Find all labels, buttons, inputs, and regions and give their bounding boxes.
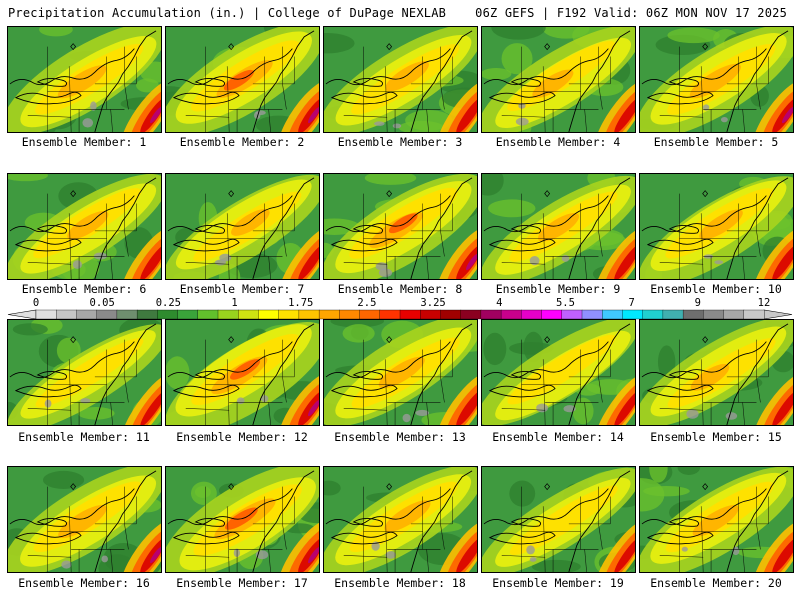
ensemble-member-label: Ensemble Member: 14 (492, 430, 624, 444)
colorbar-swatch (217, 309, 239, 320)
ensemble-member-map (7, 26, 162, 133)
colorbar-swatch (521, 309, 543, 320)
colorbar-tick-label: 0 (32, 297, 40, 309)
colorbar-swatch (197, 309, 219, 320)
ensemble-member-map (639, 319, 794, 426)
ensemble-member-label: Ensemble Member: 5 (653, 135, 779, 149)
ensemble-member-label: Ensemble Member: 3 (337, 135, 463, 149)
colorbar-swatch (339, 309, 361, 320)
ensemble-member-label: Ensemble Member: 15 (650, 430, 782, 444)
colorbar-swatch (298, 309, 320, 320)
ensemble-member-label: Ensemble Member: 11 (18, 430, 150, 444)
colorbar-swatch (460, 309, 482, 320)
ensemble-member-label: Ensemble Member: 8 (337, 282, 463, 296)
colorbar-swatch (177, 309, 199, 320)
colorbar-tick-label: 2.5 (357, 297, 377, 309)
ensemble-member-map (165, 26, 320, 133)
colorbar-tick-label: 3.25 (420, 297, 446, 309)
ensemble-member-map (323, 466, 478, 573)
ensemble-member-map (7, 173, 162, 280)
colorbar-tick-label: 12 (757, 297, 771, 309)
colorbar-swatch (318, 309, 340, 320)
ensemble-member-label: Ensemble Member: 17 (176, 576, 308, 590)
ensemble-member-label: Ensemble Member: 13 (334, 430, 466, 444)
colorbar-swatch (278, 309, 300, 320)
ensemble-member-label: Ensemble Member: 1 (21, 135, 147, 149)
colorbar-swatch (136, 309, 158, 320)
ensemble-member-map (639, 466, 794, 573)
colorbar-swatch (602, 309, 623, 320)
colorbar-swatch (96, 309, 118, 320)
colorbar-swatch (238, 309, 259, 320)
colorbar-swatch (258, 309, 280, 320)
colorbar-swatch (622, 309, 644, 320)
chart-title: Precipitation Accumulation (in.) | Colle… (8, 6, 447, 20)
ensemble-member-label: Ensemble Member: 4 (495, 135, 621, 149)
colorbar-tick-label: 0.05 (89, 297, 115, 309)
ensemble-member-map (481, 466, 636, 573)
colorbar-swatch (440, 309, 462, 320)
ensemble-member-map (165, 319, 320, 426)
colorbar-swatch (359, 309, 381, 320)
ensemble-member-label: Ensemble Member: 9 (495, 282, 621, 296)
ensemble-member-label: Ensemble Member: 20 (650, 576, 782, 590)
ensemble-member-map (323, 173, 478, 280)
colorbar-swatch (642, 309, 664, 320)
ensemble-member-label: Ensemble Member: 18 (334, 576, 466, 590)
ensemble-member-map (481, 173, 636, 280)
colorbar-tick-label: 0.25 (155, 297, 182, 309)
colorbar-swatch (56, 309, 77, 320)
colorbar-swatch (379, 309, 401, 320)
colorbar-tick-label: 5.5 (555, 297, 575, 309)
colorbar-swatch (682, 309, 704, 320)
colorbar-swatch (157, 309, 179, 320)
colorbar-tick-label: 9 (694, 297, 701, 309)
ensemble-member-map (7, 319, 162, 426)
ensemble-member-map (165, 173, 320, 280)
ensemble-member-map (639, 173, 794, 280)
ensemble-member-label: Ensemble Member: 7 (179, 282, 305, 296)
colorbar-swatch (500, 309, 522, 320)
ensemble-member-label: Ensemble Member: 6 (21, 282, 147, 296)
colorbar-swatch (662, 309, 684, 320)
run-valid-time: 06Z GEFS | F192 Valid: 06Z MON NOV 17 20… (475, 6, 787, 20)
ensemble-member-map (639, 26, 794, 133)
ensemble-member-label: Ensemble Member: 10 (650, 282, 782, 296)
colorbar-tick-label: 7 (628, 297, 635, 309)
ensemble-member-map (481, 26, 636, 133)
ensemble-member-label: Ensemble Member: 16 (18, 576, 150, 590)
ensemble-member-label: Ensemble Member: 2 (179, 135, 305, 149)
colorbar-tick-label: 4 (496, 297, 503, 309)
colorbar-swatch (703, 309, 725, 320)
colorbar-swatch (420, 309, 441, 320)
colorbar (7, 309, 793, 320)
colorbar-swatch (561, 309, 583, 320)
ensemble-member-label: Ensemble Member: 19 (492, 576, 624, 590)
colorbar-tick-label: 1 (231, 297, 238, 309)
ensemble-member-map (481, 319, 636, 426)
colorbar-swatch (35, 309, 57, 320)
colorbar-swatch (581, 309, 603, 320)
ensemble-member-map (323, 26, 478, 133)
colorbar-swatch (541, 309, 563, 320)
ensemble-member-map (165, 466, 320, 573)
ensemble-member-map (323, 319, 478, 426)
colorbar-swatch (399, 309, 421, 320)
colorbar-swatch (480, 309, 502, 320)
colorbar-swatch (723, 309, 745, 320)
colorbar-swatch (743, 309, 765, 320)
ensemble-member-map (7, 466, 162, 573)
ensemble-member-label: Ensemble Member: 12 (176, 430, 308, 444)
colorbar-tick-label: 1.75 (288, 297, 314, 309)
colorbar-swatch (76, 309, 98, 320)
colorbar-swatch (116, 309, 138, 320)
